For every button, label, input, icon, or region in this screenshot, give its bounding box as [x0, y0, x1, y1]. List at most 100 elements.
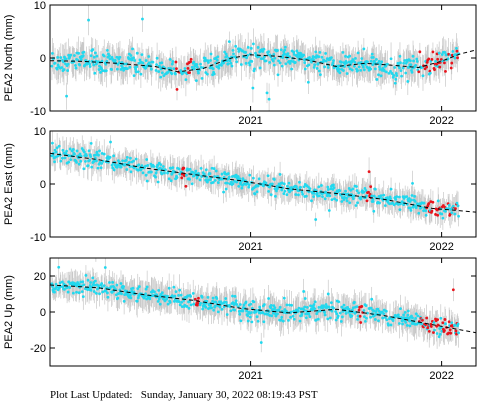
data-point	[341, 51, 345, 54]
data-point	[256, 319, 260, 323]
ytick-label: 20	[34, 271, 46, 283]
data-point	[57, 265, 61, 269]
data-point	[255, 190, 259, 194]
data-point	[340, 305, 344, 309]
data-point	[350, 68, 354, 72]
data-point	[81, 280, 85, 284]
data-point	[104, 69, 108, 73]
data-point	[112, 168, 116, 172]
data-point	[350, 314, 354, 318]
data-point	[97, 153, 100, 157]
data-point	[306, 80, 310, 84]
data-point	[328, 316, 332, 320]
data-point	[229, 61, 233, 65]
data-point	[398, 208, 402, 212]
data-point	[395, 74, 399, 78]
data-point	[326, 317, 330, 321]
panel-data-layer	[50, 131, 476, 230]
data-point	[175, 176, 179, 179]
data-point	[96, 166, 100, 170]
data-point	[378, 201, 381, 205]
data-point	[108, 57, 112, 61]
data-point	[168, 58, 172, 61]
data-point	[136, 70, 140, 74]
data-point	[377, 73, 380, 77]
data-point	[308, 56, 311, 59]
data-point	[370, 194, 374, 198]
data-point	[174, 290, 178, 294]
data-point	[149, 170, 153, 174]
data-point	[276, 187, 279, 191]
data-point	[99, 70, 102, 74]
data-point	[369, 315, 373, 319]
data-point	[200, 175, 203, 178]
data-point	[391, 319, 395, 322]
data-point	[324, 59, 328, 63]
data-point	[362, 68, 366, 72]
data-point	[66, 290, 70, 294]
data-point	[347, 307, 351, 311]
data-point	[332, 183, 335, 187]
data-point	[173, 294, 177, 298]
data-point	[312, 191, 316, 195]
data-point	[156, 180, 160, 184]
data-point	[409, 209, 413, 212]
data-point	[194, 169, 198, 173]
data-point	[89, 54, 93, 58]
data-point	[402, 313, 406, 317]
data-point	[404, 320, 408, 324]
ylabel: PEA2 Up (mm)	[3, 275, 15, 349]
data-point	[364, 62, 367, 66]
data-point	[360, 57, 364, 60]
data-point	[134, 70, 138, 74]
data-point	[53, 160, 56, 164]
data-point	[267, 50, 270, 54]
data-point	[189, 294, 193, 298]
data-point	[203, 56, 207, 60]
data-point	[443, 51, 447, 54]
data-point	[204, 178, 208, 182]
data-point	[157, 289, 161, 292]
data-point	[398, 195, 401, 199]
data-point	[50, 282, 54, 286]
data-point	[100, 162, 104, 165]
data-point	[209, 59, 212, 62]
data-point	[119, 165, 123, 169]
data-point	[323, 197, 327, 201]
panel-3: -20 0 20 2021 2022 PEA2 Up (mm)	[3, 257, 477, 382]
data-point	[94, 292, 98, 295]
data-point	[412, 59, 415, 63]
recent-data-point	[455, 332, 458, 336]
data-point	[307, 63, 311, 67]
data-point	[105, 49, 109, 52]
data-point	[287, 59, 291, 63]
data-point	[234, 299, 238, 303]
data-point	[110, 68, 113, 71]
data-point	[109, 285, 113, 289]
data-point	[212, 72, 216, 76]
data-point	[124, 158, 128, 162]
xtick-label: 2021	[238, 241, 262, 253]
data-point	[292, 317, 296, 321]
data-point	[216, 181, 220, 184]
data-point	[354, 204, 358, 207]
data-point	[241, 309, 245, 313]
data-point	[58, 281, 62, 285]
data-point	[202, 172, 206, 176]
data-point	[158, 166, 162, 170]
recent-data-point	[175, 87, 179, 91]
data-point	[374, 310, 378, 313]
data-point	[74, 66, 78, 70]
recent-data-point	[184, 184, 188, 188]
data-point	[288, 55, 291, 59]
data-point	[178, 288, 182, 292]
data-point	[129, 296, 133, 300]
data-point	[273, 194, 277, 198]
data-point	[447, 203, 451, 207]
recent-data-point	[430, 209, 434, 213]
panel-1: -10 0 10 2021 2022 PEA2 North (mm)	[3, 0, 477, 127]
ytick-label: 0	[40, 179, 46, 191]
data-point	[262, 47, 266, 51]
recent-data-point	[358, 314, 362, 318]
data-point	[337, 64, 341, 68]
